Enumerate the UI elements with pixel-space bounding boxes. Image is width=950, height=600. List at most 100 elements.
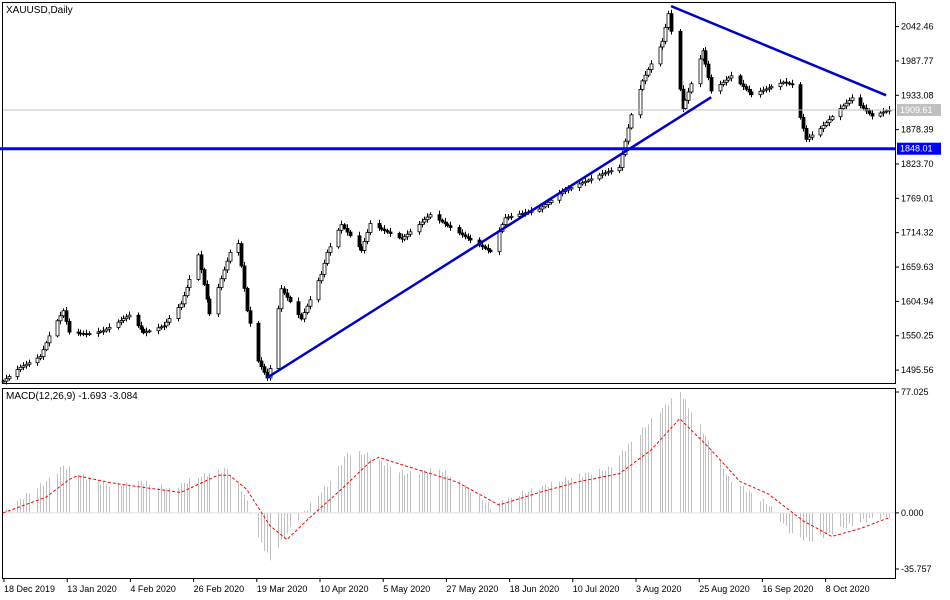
candle xyxy=(296,297,301,319)
candle xyxy=(543,202,548,209)
candle xyxy=(156,323,161,335)
rising-trendline xyxy=(266,96,712,380)
candle xyxy=(196,253,201,281)
candle xyxy=(167,315,172,326)
candle xyxy=(405,230,410,240)
candle xyxy=(606,168,611,176)
candle xyxy=(870,109,875,120)
candle xyxy=(686,87,691,104)
candle xyxy=(660,37,665,50)
candle xyxy=(586,178,591,183)
candle xyxy=(55,319,60,338)
date-tick-label: 25 Aug 2020 xyxy=(699,584,750,594)
candle xyxy=(847,97,852,106)
candle xyxy=(698,55,703,88)
candle xyxy=(388,227,393,237)
drawn-lines xyxy=(0,4,895,380)
candle xyxy=(176,304,181,322)
candle xyxy=(827,115,832,127)
candle xyxy=(425,213,430,223)
price-tick-label: 1823.70 xyxy=(901,159,934,169)
candle xyxy=(649,60,654,73)
candle xyxy=(276,305,281,372)
candle xyxy=(597,172,602,181)
price-tick-label: 1659.63 xyxy=(901,262,934,272)
candle xyxy=(761,86,766,95)
candle xyxy=(124,313,129,322)
candle xyxy=(328,242,333,256)
candle xyxy=(600,169,605,179)
candle xyxy=(503,213,508,228)
candle xyxy=(259,357,264,370)
candle xyxy=(801,113,806,132)
candle xyxy=(164,319,169,329)
candle xyxy=(24,360,29,369)
candle xyxy=(256,321,261,363)
candle xyxy=(7,374,12,381)
candle xyxy=(35,354,40,366)
macd-signal-line xyxy=(2,417,890,541)
candle xyxy=(101,326,106,335)
candle xyxy=(365,229,370,245)
candle xyxy=(64,306,69,325)
candle xyxy=(316,277,321,303)
candle xyxy=(457,224,462,236)
price-tick-label: 2042.46 xyxy=(901,22,934,32)
candle xyxy=(609,167,614,175)
candle xyxy=(589,174,594,184)
candle xyxy=(87,331,92,336)
candle xyxy=(417,221,422,235)
candle xyxy=(308,296,313,310)
candle xyxy=(185,285,190,298)
date-tick-label: 18 Jun 2020 xyxy=(510,584,560,594)
candle xyxy=(830,115,835,122)
candle xyxy=(408,228,413,237)
date-tick-label: 18 Dec 2019 xyxy=(4,584,55,594)
candle xyxy=(738,74,743,86)
candle xyxy=(726,76,731,82)
candle xyxy=(658,43,663,67)
candle xyxy=(159,324,164,330)
candle xyxy=(818,125,823,138)
candle xyxy=(285,289,290,301)
candle xyxy=(749,89,754,98)
candle xyxy=(41,345,46,360)
candle xyxy=(248,306,253,327)
price-tick-label: 1604.94 xyxy=(901,296,934,306)
candle xyxy=(666,10,671,30)
candle xyxy=(509,212,514,221)
signal-line-path xyxy=(2,417,890,541)
chart-title: XAUUSD,Daily xyxy=(6,5,73,16)
price-axis-ticks: 2042.46 1987.77 1933.08 1878.39 1823.70 1769.… xyxy=(895,22,941,375)
candle xyxy=(136,312,141,328)
candle xyxy=(422,216,427,225)
price-tick-label: 1714.32 xyxy=(901,228,934,238)
candle xyxy=(107,323,112,333)
candle xyxy=(881,107,886,117)
candle xyxy=(841,103,846,111)
date-tick-label: 10 Jul 2020 xyxy=(573,584,620,594)
candle xyxy=(858,94,863,109)
candle xyxy=(689,81,694,94)
candle xyxy=(488,248,493,254)
candle xyxy=(629,112,634,130)
candle xyxy=(302,308,307,323)
candle xyxy=(440,218,445,224)
candle xyxy=(778,79,783,91)
candle xyxy=(463,231,468,240)
price-tick-label: 1495.56 xyxy=(901,365,934,375)
macd-plot-frame xyxy=(2,388,896,579)
support-price-tag xyxy=(897,142,941,155)
candle xyxy=(402,234,407,242)
candle xyxy=(804,125,809,142)
candle xyxy=(322,259,327,278)
current-price-tag xyxy=(897,104,941,117)
candle xyxy=(638,85,643,119)
candle xyxy=(824,120,829,128)
current-price-label: 1909.61 xyxy=(900,105,933,115)
candle xyxy=(141,327,146,335)
date-tick-label: 19 Mar 2020 xyxy=(257,584,308,594)
price-tick-label: 1769.01 xyxy=(901,193,934,203)
macd-title: MACD(12,26,9) -1.693 -3.084 xyxy=(6,391,138,402)
candle xyxy=(245,286,250,313)
